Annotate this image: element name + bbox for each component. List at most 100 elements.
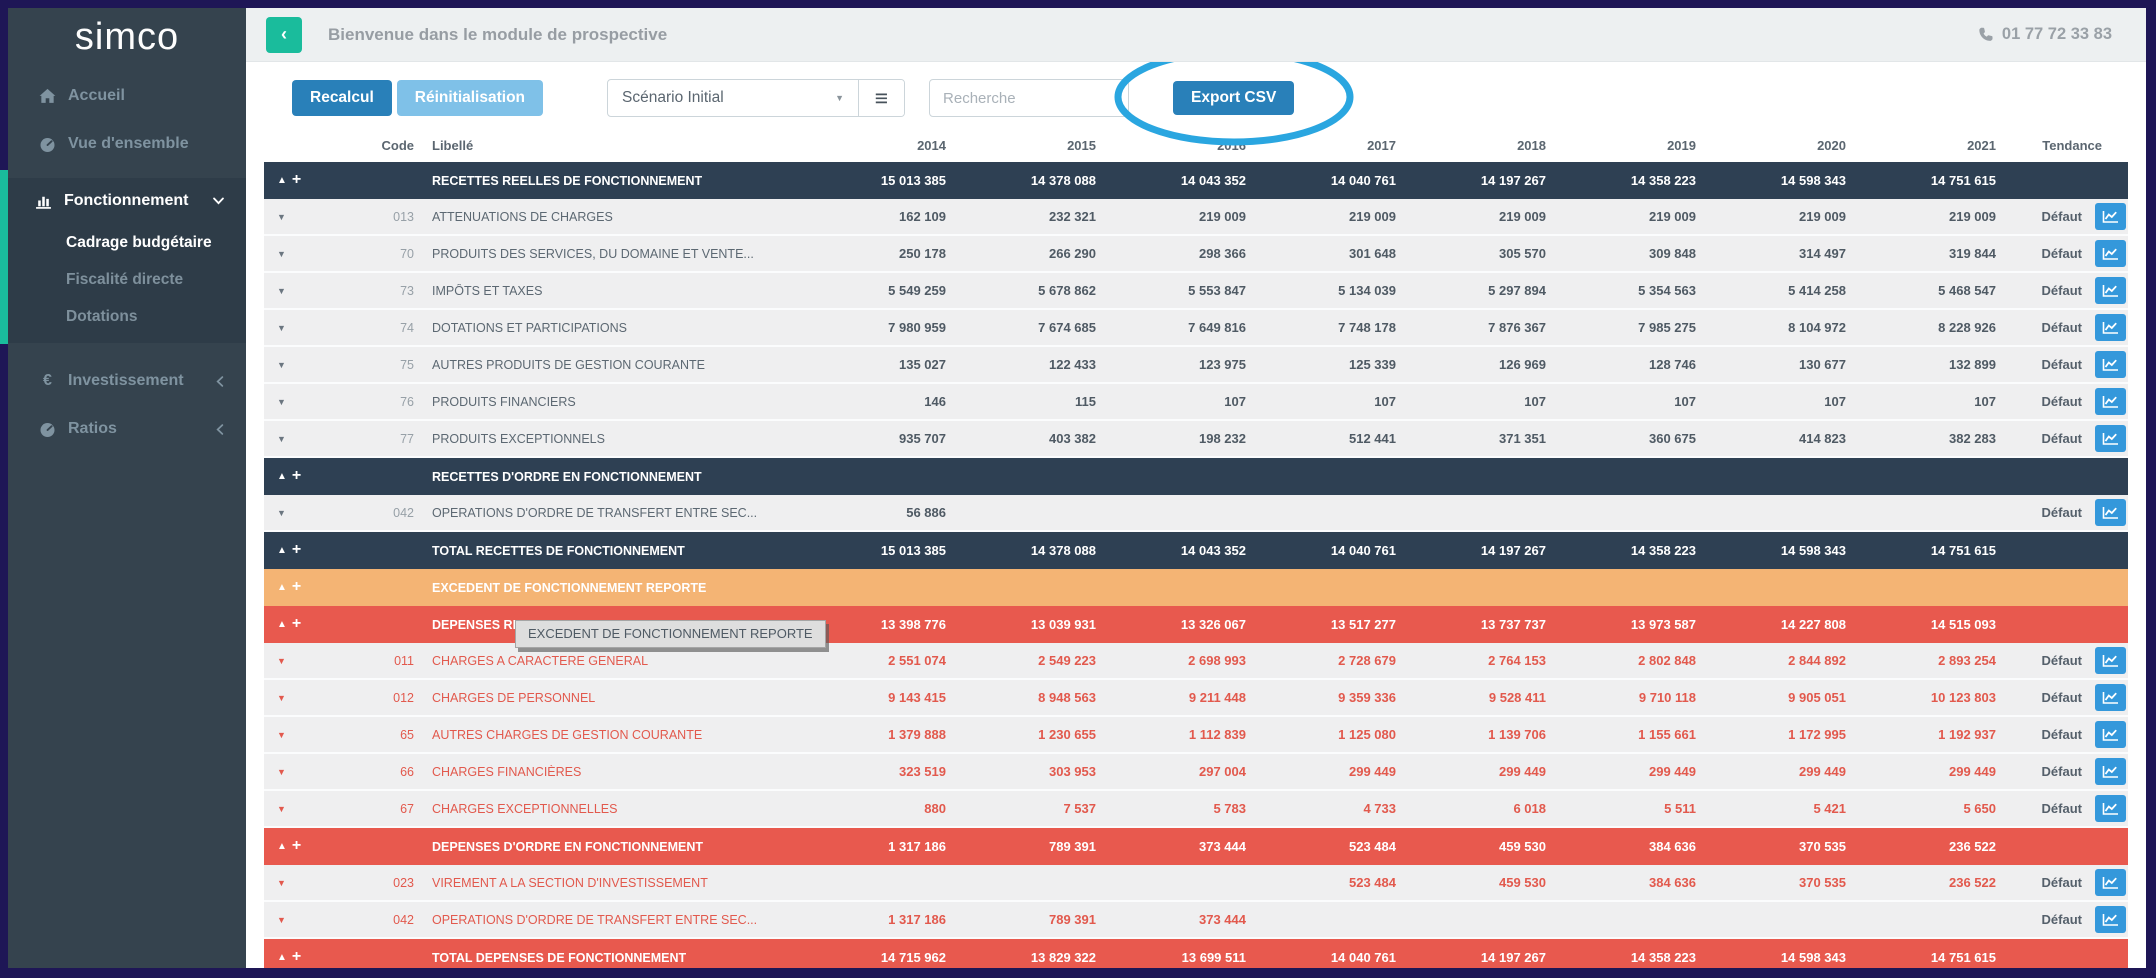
collapse-caret-icon[interactable]: ▼: [264, 508, 310, 518]
collapse-caret-icon[interactable]: ▼: [264, 878, 310, 888]
table-row[interactable]: ▼ 74 DOTATIONS ET PARTICIPATIONS 7 980 959 7…: [264, 310, 2128, 347]
row-chart-button[interactable]: [2095, 499, 2126, 526]
table-row[interactable]: ▼ 77 PRODUITS EXCEPTIONNELS 935 707 403 382 1…: [264, 421, 2128, 458]
table-row[interactable]: ▼ 013 ATTENUATIONS DE CHARGES 162 109 232 32…: [264, 199, 2128, 236]
sidebar-item-label: Ratios: [68, 420, 117, 437]
collapse-caret-icon[interactable]: ▼: [264, 693, 310, 703]
row-chart-button[interactable]: [2095, 647, 2126, 674]
table-row[interactable]: ▼ 011 CHARGES A CARACTERE GENERAL 2 551 074…: [264, 643, 2128, 680]
value-cell: 13 326 067: [1180, 617, 1246, 632]
collapse-caret-icon[interactable]: ▼: [264, 767, 310, 777]
table-row[interactable]: ▼ 023 VIREMENT A LA SECTION D'INVESTISSEME…: [264, 865, 2128, 902]
value-cell: 301 648: [1349, 246, 1396, 261]
row-chart-button[interactable]: [2095, 425, 2126, 452]
table-row[interactable]: ▼ 012 CHARGES DE PERSONNEL 9 143 415 8 948 5…: [264, 680, 2128, 717]
collapse-caret-icon[interactable]: ▼: [264, 397, 310, 407]
value-cell: 9 528 411: [1488, 690, 1546, 705]
row-chart-button[interactable]: [2095, 314, 2126, 341]
value-cell: 5 414 258: [1788, 283, 1846, 298]
row-code: 042: [393, 912, 414, 927]
expand-row-control[interactable]: ▲ +: [264, 171, 310, 188]
row-chart-button[interactable]: [2095, 277, 2126, 304]
table-row[interactable]: ▼ 75 AUTRES PRODUITS DE GESTION COURANTE 13…: [264, 347, 2128, 384]
plus-icon: +: [291, 614, 302, 632]
section-row[interactable]: ▲ + TOTAL RECETTES DE FONCTIONNEMENT 15 013…: [264, 532, 2128, 569]
page-title: Bienvenue dans le module de prospective: [328, 24, 668, 44]
table-row[interactable]: ▼ 042 OPERATIONS D'ORDRE DE TRANSFERT ENTR…: [264, 902, 2128, 939]
sidebar-item-ratios[interactable]: Ratios: [8, 405, 246, 453]
row-label: RECETTES REELLES DE FONCTIONNEMENT: [432, 173, 703, 188]
chart-cell: [2082, 647, 2128, 674]
sidebar-item-investissement[interactable]: € Investissement: [8, 357, 246, 405]
sidebar-item-cadrage-budgetaire[interactable]: Cadrage budgétaire: [66, 233, 212, 251]
table-row[interactable]: ▼ 73 IMPÔTS ET TAXES 5 549 259 5 678 862 5 55…: [264, 273, 2128, 310]
section-row[interactable]: ▲ + DEPENSES D'ORDRE EN FONCTIONNEMENT 1 31…: [264, 828, 2128, 865]
collapse-caret-icon[interactable]: ▼: [264, 730, 310, 740]
value-cell: 14 043 352: [1180, 173, 1246, 188]
value-cell: 14 227 808: [1780, 617, 1846, 632]
row-chart-button[interactable]: [2095, 351, 2126, 378]
value-cell: 7 985 275: [1638, 320, 1696, 335]
value-cell: 14 040 761: [1330, 173, 1396, 188]
row-chart-button[interactable]: [2095, 684, 2126, 711]
row-label: CHARGES FINANCIÈRES: [432, 764, 582, 779]
table-row[interactable]: ▼ 76 PRODUITS FINANCIERS 146 115 107 107 107 107…: [264, 384, 2128, 421]
row-chart-button[interactable]: [2095, 388, 2126, 415]
gauge-icon: [38, 136, 57, 153]
row-chart-button[interactable]: [2095, 758, 2126, 785]
collapse-caret-icon[interactable]: ▼: [264, 656, 310, 666]
section-row[interactable]: ▲ + RECETTES D'ORDRE EN FONCTIONNEMENT: [264, 458, 2128, 495]
row-chart-button[interactable]: [2095, 721, 2126, 748]
value-cell: 299 449: [1349, 764, 1396, 779]
collapse-caret-icon[interactable]: ▼: [264, 360, 310, 370]
scenario-menu-button[interactable]: ≡: [858, 80, 905, 116]
sidebar-item-fiscalite-directe[interactable]: Fiscalité directe: [66, 270, 184, 288]
expand-row-control[interactable]: ▲ +: [264, 948, 310, 965]
collapse-caret-icon[interactable]: ▼: [264, 323, 310, 333]
reinitialisation-button[interactable]: Réinitialisation: [396, 80, 544, 116]
collapse-caret-icon[interactable]: ▼: [264, 434, 310, 444]
table-row[interactable]: ▼ 65 AUTRES CHARGES DE GESTION COURANTE 1 3…: [264, 717, 2128, 754]
row-chart-button[interactable]: [2095, 906, 2126, 933]
sidebar-item-dotations[interactable]: Dotations: [66, 307, 138, 325]
value-cell: 1 192 937: [1938, 727, 1996, 742]
expand-row-control[interactable]: ▲ +: [264, 578, 310, 595]
section-row[interactable]: ▲ + RECETTES REELLES DE FONCTIONNEMENT 15 0…: [264, 162, 2128, 199]
collapse-caret-icon[interactable]: ▼: [264, 915, 310, 925]
search-input[interactable]: [929, 79, 1130, 117]
collapse-caret-icon[interactable]: ▼: [264, 286, 310, 296]
sidebar-item-fonctionnement[interactable]: Fonctionnement: [8, 178, 246, 224]
value-cell: 1 139 706: [1488, 727, 1546, 742]
value-cell: 14 043 352: [1180, 543, 1246, 558]
sidebar-item-vue-densemble[interactable]: Vue d'ensemble: [8, 120, 246, 168]
expand-row-control[interactable]: ▲ +: [264, 467, 310, 484]
collapse-caret-icon[interactable]: ▼: [264, 804, 310, 814]
value-cell: 7 980 959: [888, 320, 946, 335]
section-row[interactable]: ▲ + TOTAL DEPENSES DE FONCTIONNEMENT 14 715…: [264, 939, 2128, 968]
table-row[interactable]: ▼ 67 CHARGES EXCEPTIONNELLES 880 7 537 5 783 4…: [264, 791, 2128, 828]
export-csv-button[interactable]: Export CSV: [1173, 81, 1295, 115]
expand-row-control[interactable]: ▲ +: [264, 837, 310, 854]
value-cell: 459 530: [1499, 839, 1546, 854]
scenario-select[interactable]: Scénario Initial ▼: [608, 80, 858, 116]
value-cell: 9 143 415: [888, 690, 946, 705]
collapse-caret-icon[interactable]: ▼: [264, 249, 310, 259]
row-chart-button[interactable]: [2095, 869, 2126, 896]
section-row[interactable]: ▲ + EXCEDENT DE FONCTIONNEMENT REPORTE: [264, 569, 2128, 606]
row-code: 013: [393, 209, 414, 224]
back-button[interactable]: ‹: [266, 16, 302, 53]
value-cell: 5 421: [1813, 801, 1846, 816]
table-row[interactable]: ▼ 70 PRODUITS DES SERVICES, DU DOMAINE ET …: [264, 236, 2128, 273]
recalcul-button[interactable]: Recalcul: [292, 80, 392, 116]
table-row[interactable]: ▼ 66 CHARGES FINANCIÈRES 323 519 303 953 297 …: [264, 754, 2128, 791]
table-row[interactable]: ▼ 042 OPERATIONS D'ORDRE DE TRANSFERT ENTR…: [264, 495, 2128, 532]
expand-row-control[interactable]: ▲ +: [264, 541, 310, 558]
row-chart-button[interactable]: [2095, 795, 2126, 822]
value-cell: 266 290: [1049, 246, 1096, 261]
value-cell: 414 823: [1799, 431, 1846, 446]
sidebar-item-accueil[interactable]: Accueil: [8, 72, 246, 120]
row-chart-button[interactable]: [2095, 203, 2126, 230]
collapse-caret-icon[interactable]: ▼: [264, 212, 310, 222]
expand-row-control[interactable]: ▲ +: [264, 614, 310, 632]
row-chart-button[interactable]: [2095, 240, 2126, 267]
